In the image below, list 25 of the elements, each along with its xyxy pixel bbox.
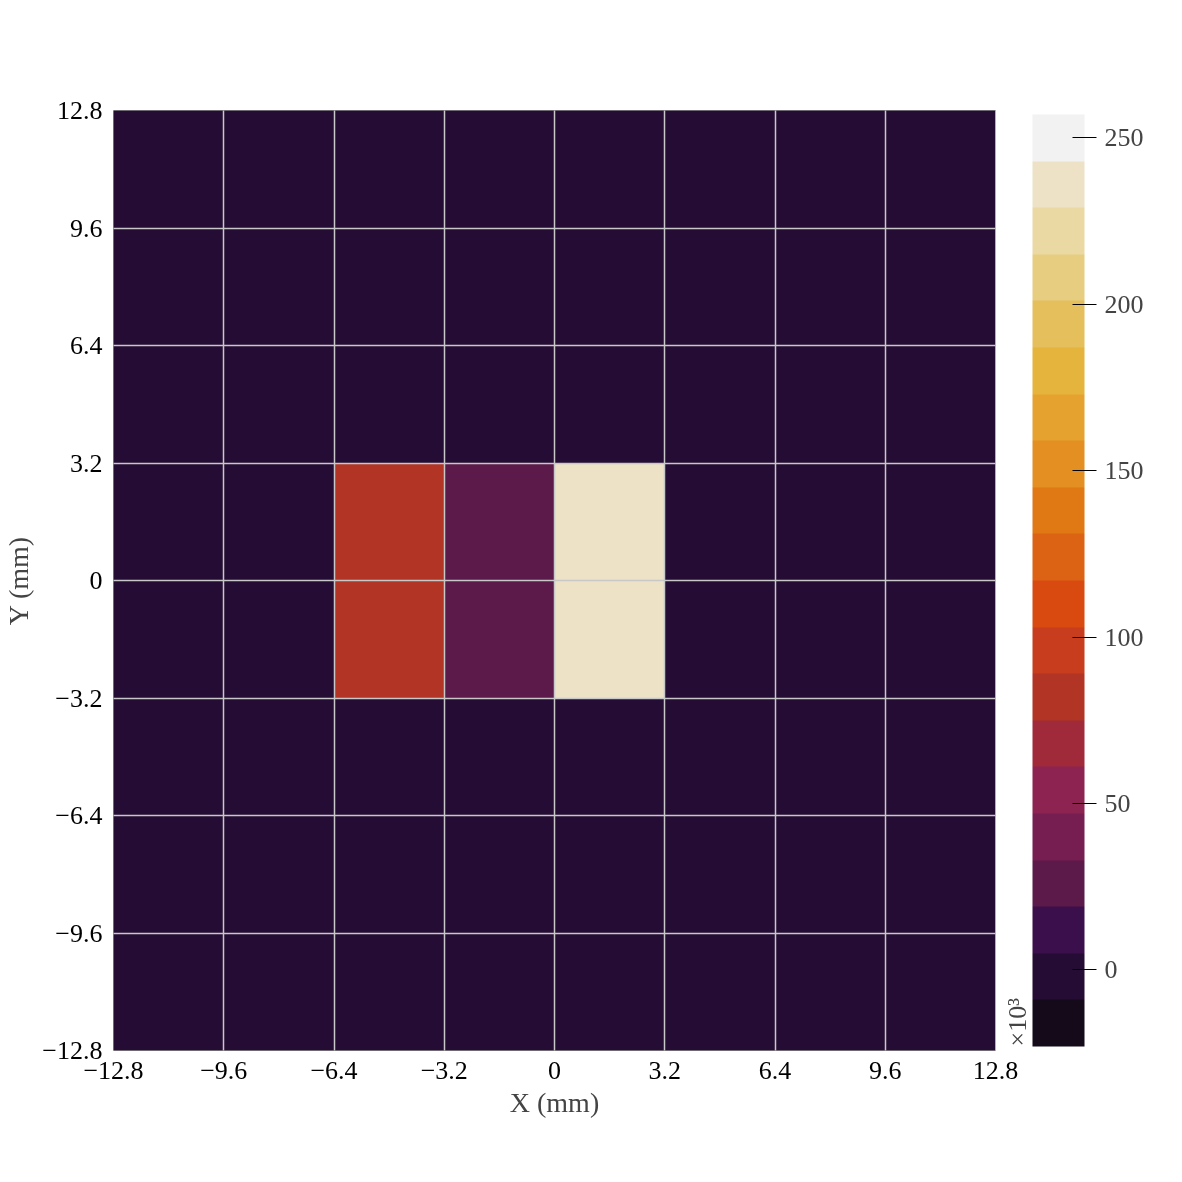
y-axis-title: Y (mm) bbox=[3, 536, 35, 626]
y-tick-label: 12.8 bbox=[57, 96, 103, 125]
color-bar-title: ×10³ bbox=[1002, 997, 1032, 1047]
x-axis-title: X (mm) bbox=[509, 1086, 600, 1118]
color-bar-label: 250 bbox=[1104, 123, 1144, 153]
y-tick-label: 0 bbox=[89, 566, 103, 595]
color-bar-label: 200 bbox=[1104, 289, 1144, 319]
y-tick-label: −3.2 bbox=[55, 683, 103, 713]
y-tick-label: −6.4 bbox=[55, 801, 103, 830]
y-tick-label: 3.2 bbox=[70, 448, 103, 478]
x-tick-label: 6.4 bbox=[758, 1055, 792, 1085]
x-tick-label: 12.8 bbox=[972, 1055, 1019, 1085]
color-bar-label: 50 bbox=[1104, 789, 1131, 819]
y-tick-label: 6.4 bbox=[70, 331, 103, 360]
y-tick-label: −9.6 bbox=[55, 918, 103, 948]
color-bar-label: 150 bbox=[1104, 456, 1144, 486]
x-tick-label: 3.2 bbox=[648, 1055, 681, 1085]
x-tick-label: −3.2 bbox=[420, 1055, 468, 1085]
x-tick-label: 9.6 bbox=[869, 1055, 902, 1085]
y-tick-label: 9.6 bbox=[70, 213, 103, 243]
color-bar-label: 0 bbox=[1104, 955, 1118, 985]
color-bar-label: 100 bbox=[1104, 622, 1144, 652]
x-tick-label: −6.4 bbox=[310, 1055, 358, 1085]
x-tick-label: 0 bbox=[548, 1055, 561, 1085]
x-tick-label: −9.6 bbox=[200, 1055, 248, 1085]
